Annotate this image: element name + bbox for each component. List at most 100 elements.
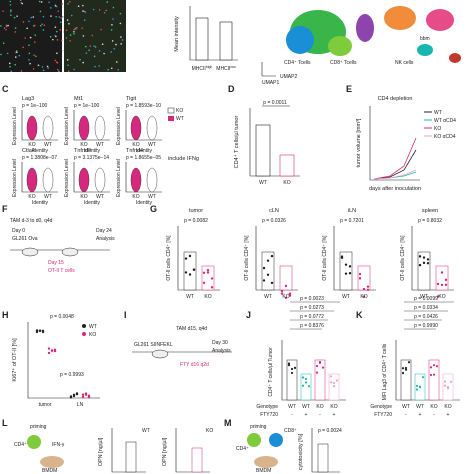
speckle (55, 15, 57, 18)
speckle (16, 15, 18, 17)
speckle (88, 49, 90, 52)
scheme-text: TAM d-3 to d0, q4d (10, 218, 53, 224)
x-tick-label: KO (132, 194, 139, 200)
speckle (101, 43, 104, 46)
panel-e: CD4 depletion tumor volume [mm³] days af… (356, 96, 456, 192)
speckle (9, 10, 12, 13)
violin (78, 167, 90, 193)
scheme-text: CD8⁺ (284, 428, 297, 434)
speckle (79, 58, 81, 61)
speckle (115, 43, 117, 46)
dot (266, 259, 270, 262)
panel-k: MFI Lag3 of CD4⁺ T cells p = 0.0099 p = 0.… (370, 296, 460, 418)
violin (26, 167, 38, 193)
scheme-text: CD4⁺ (14, 442, 27, 448)
dot (288, 294, 292, 297)
panel-letter: D (228, 84, 235, 94)
label-part: MHCII (216, 66, 230, 72)
dot (332, 385, 336, 388)
speckle (35, 55, 37, 58)
speckle (43, 24, 46, 27)
p-value: p = 0.7201 (340, 218, 364, 224)
dot (332, 381, 336, 385)
speckle (49, 35, 52, 38)
speckle (55, 61, 58, 64)
speckle (32, 16, 35, 18)
speckle (7, 24, 9, 27)
dot (401, 367, 405, 370)
speckle (54, 59, 57, 62)
speckle (28, 52, 31, 55)
cluster (286, 26, 314, 54)
panel-letter: C (2, 84, 9, 94)
dot (444, 278, 448, 282)
speckle (77, 5, 80, 8)
dot (188, 254, 192, 258)
speckle (28, 58, 30, 61)
dot (404, 368, 408, 371)
cell-icon (40, 456, 64, 468)
dot (418, 386, 422, 389)
speckle (29, 62, 31, 65)
x-tick-label: WT (302, 404, 310, 410)
violin (26, 115, 38, 141)
x-tick-label: WT (416, 404, 424, 410)
y-label: OT-II cells CD4⁺ [%] (322, 235, 328, 281)
p-value: p = 0.0334 (414, 305, 438, 311)
dot (335, 379, 339, 382)
speckle (82, 35, 85, 37)
dot (329, 375, 333, 378)
legend-swatch (168, 116, 174, 121)
violin (130, 167, 142, 193)
scheme-text: Day 15 (48, 260, 64, 266)
panel-letter: E (346, 84, 352, 94)
violin (42, 167, 54, 193)
speckle (20, 1, 23, 4)
speckle (58, 16, 61, 18)
speckle (105, 9, 108, 12)
panel-letter: H (2, 310, 9, 320)
dot (315, 364, 319, 368)
speckle (110, 29, 113, 31)
violin (94, 167, 106, 193)
speckle (55, 30, 58, 33)
cluster (426, 9, 454, 31)
axis-label: UMAP1 (262, 80, 279, 86)
row-label: FTY720 (374, 412, 392, 418)
dot (344, 272, 348, 275)
x-label: tumor (39, 402, 52, 408)
dot (206, 271, 210, 274)
legend-label: WT (434, 110, 442, 116)
x-tick-label: KO (28, 194, 35, 200)
row-label: Genotype (256, 404, 278, 410)
speckle (39, 24, 42, 27)
y-label: tumor volume [mm³] (356, 118, 362, 167)
speckle (73, 68, 75, 71)
dot (340, 256, 344, 259)
speckle (0, 53, 2, 56)
speckle (58, 70, 60, 73)
y-label: Mean intensity (174, 16, 180, 52)
dot (284, 296, 288, 300)
bar (195, 17, 209, 61)
dot (304, 377, 308, 380)
cluster-label: CD8⁺ Tcells (330, 60, 357, 66)
scheme-text: priming (250, 424, 267, 430)
scheme-text: Day 30 (212, 340, 228, 346)
umap: UMAP1 UMAP2 CD4⁺ Tcells CD8⁺ Tcells NK c… (261, 6, 461, 86)
panel-letter: L (2, 418, 8, 428)
speckle (61, 49, 64, 52)
dot (366, 285, 370, 288)
x-tick-label: KO (28, 142, 35, 148)
dot (301, 376, 305, 379)
dot (270, 281, 274, 285)
speckle (46, 65, 49, 68)
speckle (82, 4, 84, 7)
panel-letter: G (150, 204, 157, 214)
dot (38, 329, 42, 332)
scheme-text: priming (30, 424, 47, 430)
speckle (60, 17, 62, 19)
x-tick-label: WT (44, 194, 52, 200)
p-value: p = 1e−100 (74, 103, 100, 109)
speckle (66, 19, 69, 21)
